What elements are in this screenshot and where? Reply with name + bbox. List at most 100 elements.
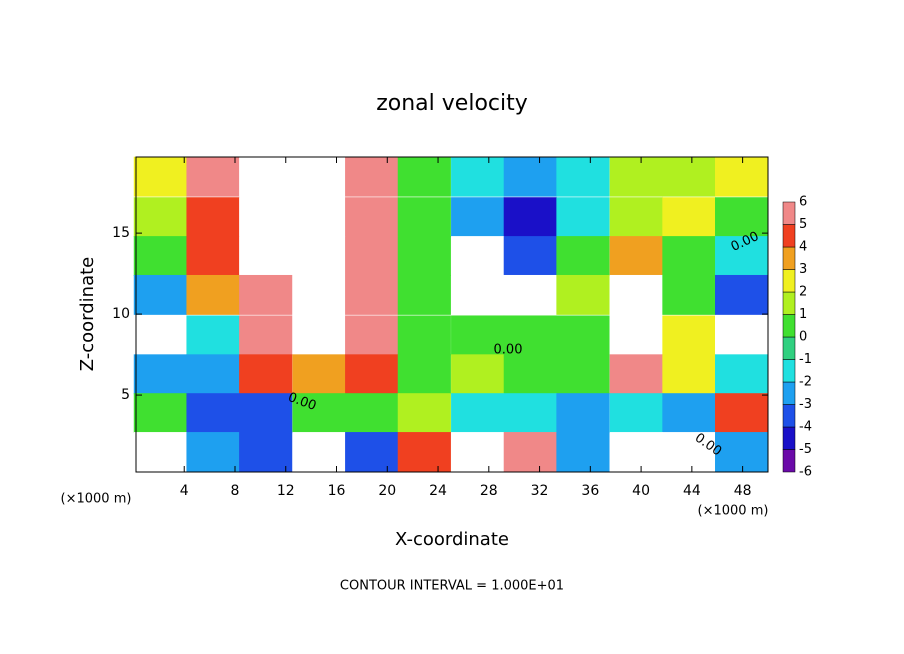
y-tick-label: 5 <box>121 387 130 403</box>
heatmap-cell <box>292 156 346 197</box>
heatmap-cell <box>397 393 451 434</box>
heatmap-cell <box>715 236 769 276</box>
heatmap-cell <box>186 156 240 197</box>
heatmap-cell <box>556 315 610 356</box>
heatmap-cell <box>556 393 610 434</box>
heatmap-cell <box>451 354 505 395</box>
heatmap-cell <box>397 315 451 356</box>
heatmap-cell <box>609 274 663 315</box>
heatmap-cell <box>715 393 769 434</box>
x-tick-label: 40 <box>632 483 650 499</box>
heatmap-cell <box>503 432 557 472</box>
x-unit-label: (×1000 m) <box>61 492 132 507</box>
x-tick-label: 16 <box>328 483 346 499</box>
heatmap-cell <box>451 156 505 197</box>
colorbar-tick-label: -2 <box>799 375 812 390</box>
heatmap-cell <box>503 197 557 238</box>
colorbar-tick-label: 4 <box>799 240 807 255</box>
x-tick-label: 20 <box>378 483 396 499</box>
heatmap-cell <box>662 315 716 356</box>
x-tick-label: 36 <box>581 483 599 499</box>
heatmap-cell <box>609 236 663 276</box>
heatmap-cell <box>451 315 505 356</box>
heatmap-cell <box>292 354 346 395</box>
heatmap-cell <box>186 315 240 356</box>
colorbar-swatch <box>782 269 796 293</box>
colorbar-tick-label: -6 <box>799 465 812 480</box>
heatmap-cell <box>186 354 240 395</box>
heatmap-cell <box>609 197 663 238</box>
heatmap-cell <box>133 393 187 434</box>
x-tick-label: 44 <box>683 483 701 499</box>
colorbar-tick-label: -3 <box>799 397 812 412</box>
x-tick-label: 24 <box>429 483 447 499</box>
heatmap-cell <box>239 236 293 276</box>
colorbar-swatch <box>782 404 796 428</box>
heatmap-cell <box>133 274 187 315</box>
heatmap-cell <box>239 354 293 395</box>
colorbar-tick-label: -4 <box>799 420 812 435</box>
heatmap-cell <box>556 197 610 238</box>
y-tick-label: 15 <box>112 225 130 241</box>
x-axis-label: X-coordinate <box>395 529 509 550</box>
heatmap-cell <box>503 354 557 395</box>
heatmap-cell <box>556 274 610 315</box>
colorbar-swatch <box>782 224 796 248</box>
heatmap-cell <box>397 236 451 276</box>
heatmap-cell <box>186 197 240 238</box>
heatmap-cell <box>451 393 505 434</box>
heatmap-cell <box>609 393 663 434</box>
heatmap-cell <box>397 432 451 472</box>
colorbar-swatch <box>782 336 796 360</box>
heatmap-cell <box>662 156 716 197</box>
heatmap-cell <box>239 197 293 238</box>
heatmap-cell <box>662 236 716 276</box>
heatmap-cell <box>715 432 769 472</box>
heatmap-cell <box>133 156 187 197</box>
chart-title: zonal velocity <box>376 91 528 116</box>
colorbar-tick-label: 1 <box>799 307 807 322</box>
colorbar-tick-label: 2 <box>799 285 807 300</box>
heatmap-cell <box>609 156 663 197</box>
heatmap-cell <box>345 197 399 238</box>
heatmap-cell <box>715 354 769 395</box>
heatmap-cell <box>292 197 346 238</box>
heatmap-cell <box>292 393 346 434</box>
heatmap-cell <box>239 274 293 315</box>
heatmap-cell <box>451 197 505 238</box>
heatmap-cell <box>503 156 557 197</box>
heatmap-cell <box>503 274 557 315</box>
heatmap-cell <box>133 197 187 238</box>
heatmap-cell <box>503 393 557 434</box>
colorbar-swatch <box>782 201 796 225</box>
heatmap-cell <box>239 315 293 356</box>
heatmap-cell <box>186 236 240 276</box>
heatmap-cell <box>397 197 451 238</box>
y-axis-label: Z-coordinate <box>77 257 98 372</box>
heatmap-cell <box>133 236 187 276</box>
heatmap-cell <box>662 354 716 395</box>
heatmap-cell <box>186 432 240 472</box>
heatmap-cell <box>345 156 399 197</box>
heatmap-cell <box>345 354 399 395</box>
heatmap-cell <box>292 432 346 472</box>
colorbar-swatch <box>782 426 796 450</box>
heatmap-cell <box>451 236 505 276</box>
heatmap-cell <box>345 432 399 472</box>
heatmap-cell <box>451 432 505 472</box>
heatmap-cell <box>503 315 557 356</box>
heatmap-cell <box>556 432 610 472</box>
heatmap-cell <box>662 393 716 434</box>
heatmap-cell <box>186 274 240 315</box>
heatmap-cell <box>451 274 505 315</box>
heatmap-cell <box>345 315 399 356</box>
heatmap-cell <box>133 432 187 472</box>
heatmap-cell <box>556 236 610 276</box>
heatmap-cell <box>239 393 293 434</box>
heatmap-cell <box>556 156 610 197</box>
colorbar-tick-label: 6 <box>799 195 807 210</box>
colorbar-tick-label: 0 <box>799 330 807 345</box>
heatmap-cell <box>715 274 769 315</box>
heatmap-cell <box>345 274 399 315</box>
